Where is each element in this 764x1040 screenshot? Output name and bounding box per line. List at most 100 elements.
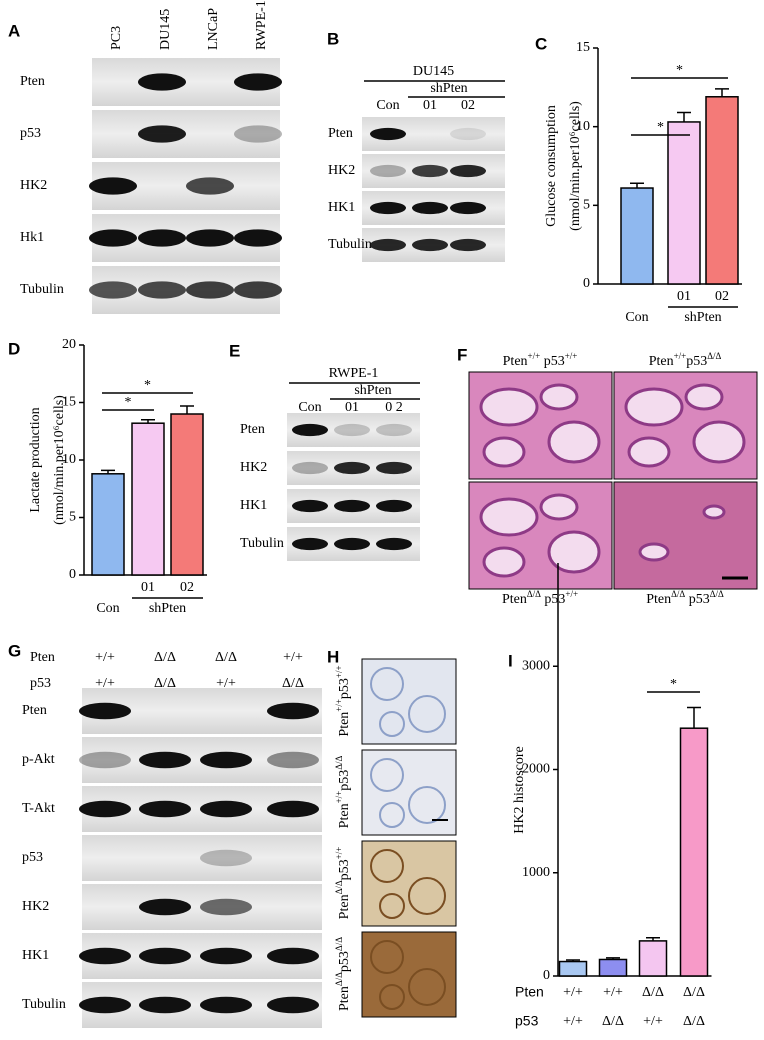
group-label: shPten [354,383,391,398]
band [376,537,412,551]
band [370,201,406,215]
gene: p53 [541,592,566,607]
lane-label: 01 [345,400,359,415]
significance-mark: * [125,395,132,410]
gland [370,940,404,974]
significance-mark: * [657,120,664,135]
error-bar [715,88,729,97]
blot-row-label: HK1 [328,200,355,215]
band [267,800,319,818]
genotype: Δ/Δ [154,650,176,665]
genotype-label: PtenΔ/Δp53+/+ [334,847,352,920]
y-tick-label: 15 [62,395,76,410]
bar [638,940,668,977]
band [139,947,191,965]
gland [692,420,746,464]
blot-row-label: Tubulin [20,282,64,297]
significance-mark: * [670,677,677,692]
band [138,125,186,143]
gene: Pten [337,894,352,919]
band [139,800,191,818]
y-tick-label: 0 [583,276,590,291]
gene: p53 [685,592,710,607]
band [334,499,370,513]
gland [479,387,539,427]
genotype: +/+ [334,665,344,678]
gene: p53 [337,770,352,791]
blot-row-label: HK2 [20,178,47,193]
bar [131,422,165,576]
genotype-row-name: p53 [30,676,51,691]
gene: Pten [646,592,671,607]
band [412,201,448,215]
lane-label: LNCaP [206,8,221,50]
bar [705,96,739,285]
band [79,947,131,965]
x-tick-label: Δ/Δ [642,985,664,1000]
lane-label: Con [376,98,399,113]
genotype: +/+ [216,676,236,691]
band [334,423,370,437]
x-tick-label: Δ/Δ [602,1014,624,1029]
band [89,281,137,299]
genotype: +/+ [334,699,344,712]
lane-label: 01 [423,98,437,113]
blot-row-label: Pten [20,74,45,89]
gland [370,758,404,792]
genotype: +/+ [528,351,541,361]
gene: Pten [337,803,352,828]
panel-letter: B [327,29,339,48]
band [292,461,328,475]
significance-mark: * [676,63,683,78]
blot-row-label: HK2 [328,163,355,178]
y-tick-label: 10 [576,119,590,134]
genotype: Δ/Δ [154,676,176,691]
band [200,849,252,867]
blot-row-label: Tubulin [328,237,372,252]
genotype-label: Pten+/+p53Δ/Δ [334,755,352,828]
error-bar [687,706,701,729]
genotype: Δ/Δ [282,676,304,691]
bar [679,727,709,977]
genotype: +/+ [334,847,344,860]
category-row-name: Pten [515,984,544,1000]
bar [170,413,204,576]
genotype: +/+ [283,650,303,665]
panel-letter: A [8,21,20,40]
y-tick-label: 5 [69,510,76,525]
gland [408,877,446,915]
band [234,281,282,299]
panel-letter: F [457,345,467,364]
band [267,702,319,720]
error-bar [630,182,644,189]
gene: Pten [502,592,527,607]
gland [370,667,404,701]
gene: p53 [540,354,565,369]
genotype: Δ/Δ [671,589,685,599]
band [89,229,137,247]
genotype: Δ/Δ [215,650,237,665]
x-tick-label: +/+ [563,1014,583,1029]
band [292,423,328,437]
band [79,800,131,818]
genotype: +/+ [95,650,115,665]
x-tick-label: Con [625,310,648,325]
genotype: Δ/Δ [527,589,541,599]
band [79,751,131,769]
x-tick-label: +/+ [643,1014,663,1029]
band [370,238,406,252]
panel-letter: C [535,34,547,53]
band [450,127,486,141]
y-axis-label: HK2 histoscore [512,746,527,834]
genotype: Δ/Δ [334,755,344,769]
group-label: shPten [684,310,721,325]
blot-row-label: Pten [22,703,47,718]
gland [627,436,671,468]
blot-row-label: HK2 [240,460,267,475]
band [138,229,186,247]
bar [598,958,628,977]
blot-row-label: T-Akt [22,801,55,816]
band [376,423,412,437]
band [267,751,319,769]
band [200,947,252,965]
